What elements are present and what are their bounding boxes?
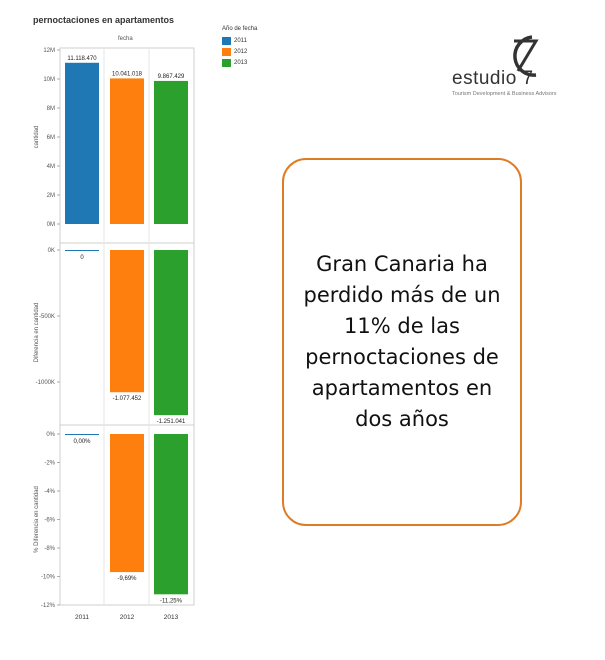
bar-chart: 12M 10M 8M 6M 4M 2M 0M cantidad 11.118.470 10.041… [34, 47, 195, 621]
logo-name: estudio 7 [452, 68, 534, 89]
y-tick-label-p0-6: 0M [47, 222, 55, 228]
y-tick-label-p0-2: 8M [47, 106, 55, 112]
estudio7-logo-mark [513, 35, 539, 77]
y-tick-label-p0-1: 10M [43, 77, 55, 83]
legend-item-2013[interactable]: 2013 [222, 57, 257, 68]
data-label-p0-2012: 10.041.018 [112, 71, 143, 77]
y-axis-label-p0: cantidad [34, 126, 40, 149]
data-label-p0-2013: 9.867.429 [158, 74, 185, 80]
bar-p0-2011 [65, 62, 99, 225]
legend-swatch-2012 [222, 47, 231, 56]
chart-title: pernoctaciones en apartamentos [33, 15, 175, 25]
x-tick-label-2011: 2011 [75, 614, 89, 621]
data-label-p1-2013: -1.251.041 [157, 419, 186, 425]
legend-swatch-2011 [222, 36, 231, 45]
legend-label-2011: 2011 [234, 37, 247, 44]
y-axis-label-p1: Diferencia en cantidad [34, 303, 40, 363]
bar-p2-2011 [65, 434, 99, 435]
callout-box: Gran Canaria ha perdido más de un 11% de… [282, 158, 522, 526]
logo-arc-icon [513, 35, 537, 77]
bar-p1-2012 [110, 250, 144, 393]
bar-p2-2013 [154, 434, 188, 595]
legend-label-2013: 2013 [234, 59, 248, 66]
y-tick-label-p0-0: 12M [43, 48, 55, 54]
bar-p0-2012 [110, 78, 144, 224]
y-tick-label-p0-4: 4M [47, 164, 55, 170]
logo-tagline: Tourism Development & Business Advisors [452, 91, 557, 97]
data-label-p1-2012: -1.077.452 [113, 396, 142, 402]
data-label-p0-2011: 11.118.470 [67, 56, 97, 62]
y-tick-label-p1-0: 0K [48, 248, 55, 254]
y-tick-label-p1-2: -1000K [36, 380, 55, 386]
data-label-p2-2013: -11,25% [160, 598, 183, 604]
data-label-p1-2011: 0 [80, 255, 84, 261]
legend-label-2012: 2012 [234, 48, 248, 55]
bar-p1-2011 [65, 250, 99, 251]
y-tick-label-p1-1: -500K [39, 314, 55, 320]
y-tick-label-p2-5: -10% [41, 575, 56, 581]
bar-p1-2013 [154, 250, 188, 416]
logo-seven-icon [514, 39, 539, 72]
bar-p2-2012 [110, 434, 144, 573]
y-tick-label-p2-0: 0% [46, 432, 55, 438]
x-tick-label-2012: 2012 [120, 614, 135, 621]
legend: Año de fecha 2011 2012 2013 [222, 26, 257, 68]
y-tick-label-p2-3: -6% [44, 518, 55, 524]
legend-title: Año de fecha [222, 26, 258, 32]
y-tick-label-p2-4: -8% [44, 546, 55, 552]
column-header: fecha [118, 36, 133, 42]
bar-p0-2013 [154, 80, 188, 225]
x-tick-label-2013: 2013 [164, 614, 179, 621]
callout-text: Gran Canaria ha perdido más de un 11% de… [303, 252, 501, 431]
y-tick-label-p0-5: 2M [47, 193, 55, 199]
legend-item-2012[interactable]: 2012 [222, 46, 257, 57]
y-axis-label-p2: % Diferencia en cantidad [34, 486, 40, 553]
y-tick-label-p2-2: -4% [44, 489, 55, 495]
y-tick-label-p2-1: -2% [44, 461, 55, 467]
legend-swatch-2013 [222, 58, 231, 67]
data-label-p2-2011: 0,00% [73, 439, 91, 445]
data-label-p2-2012: -9,69% [117, 576, 137, 582]
y-tick-label-p2-6: -12% [41, 603, 56, 609]
y-tick-label-p0-3: 6M [47, 135, 55, 141]
legend-item-2011[interactable]: 2011 [222, 35, 257, 46]
